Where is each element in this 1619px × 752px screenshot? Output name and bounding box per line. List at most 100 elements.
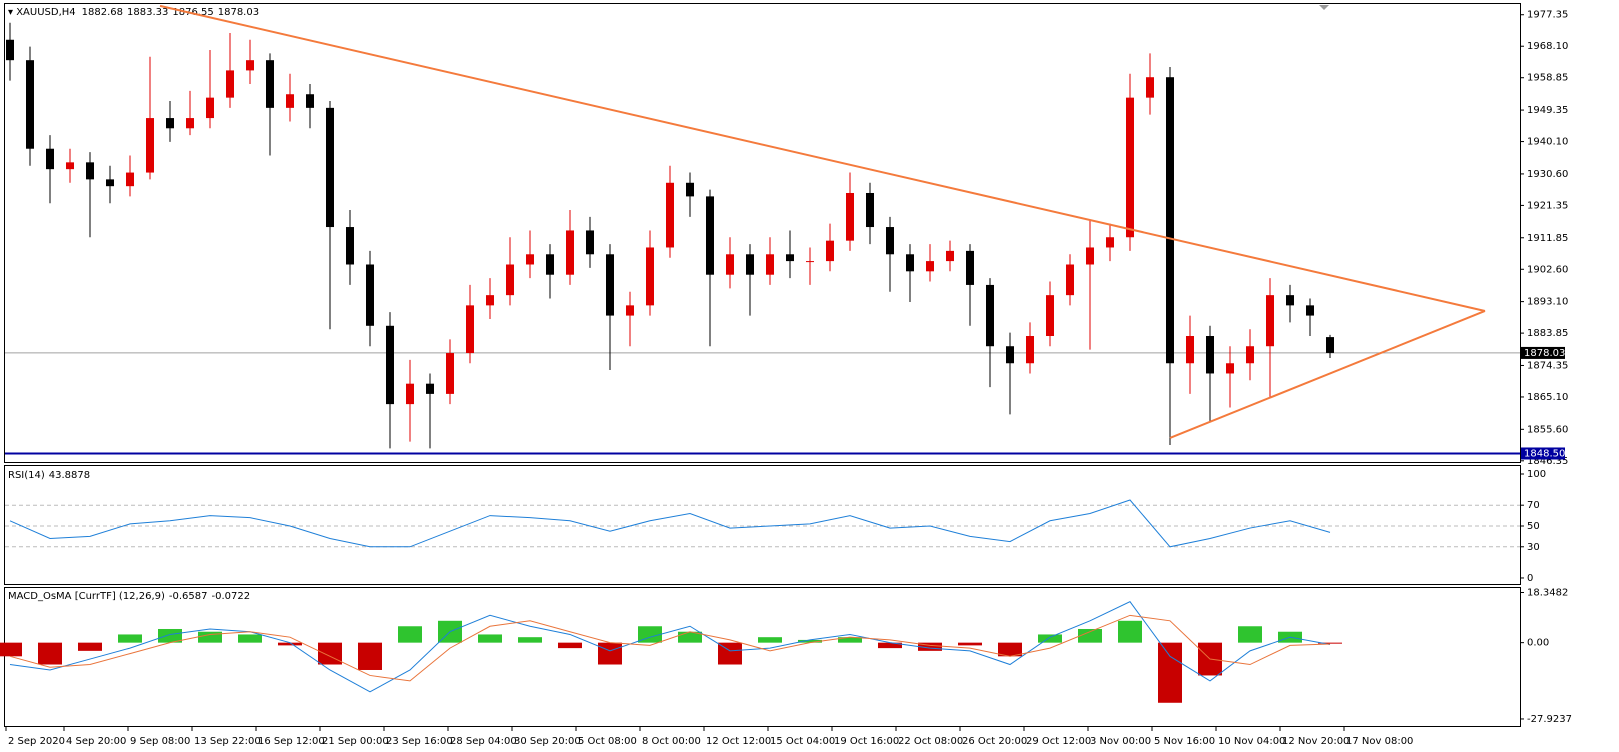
osma-bar (1038, 634, 1062, 643)
x-tick-label: 30 Sep 20:00 (514, 736, 581, 747)
y-tick-label: 1921.35 (1527, 200, 1568, 211)
y-tick-label: 0 (1527, 573, 1533, 584)
candle-body (166, 118, 174, 129)
x-tick-label: 16 Sep 12:00 (258, 736, 325, 747)
candle-body (1226, 363, 1234, 374)
candle-body (1166, 77, 1174, 364)
candle-body (1006, 346, 1014, 364)
x-tick-label: 12 Oct 12:00 (706, 736, 771, 747)
osma-bar (398, 626, 422, 643)
candle-body (426, 383, 434, 394)
candle-body (406, 383, 414, 405)
candle-body (626, 305, 634, 316)
y-tick-label: -27.9237 (1527, 714, 1572, 725)
candle-body (1246, 346, 1254, 364)
candle-body (266, 60, 274, 108)
candle-body (66, 162, 74, 170)
y-tick-label: 1902.60 (1527, 264, 1568, 275)
x-tick-label: 29 Oct 12:00 (1026, 736, 1091, 747)
candle-body (346, 227, 354, 265)
x-tick-label: 26 Oct 20:00 (962, 736, 1027, 747)
osma-bar (38, 642, 62, 665)
trend-line (1169, 310, 1486, 439)
candle-body (126, 172, 134, 187)
osma-bar (918, 642, 942, 651)
candle-body (766, 254, 774, 275)
candle-body (1086, 247, 1094, 265)
candle-body (746, 254, 754, 275)
y-tick-label: 1949.35 (1527, 105, 1568, 116)
candle-body (1026, 336, 1034, 364)
x-tick-label: 21 Sep 00:00 (322, 736, 389, 747)
price-label: 1848.50 (1524, 448, 1565, 459)
osma-bar (0, 642, 22, 657)
osma-bar (638, 626, 662, 643)
osma-bar (598, 642, 622, 665)
y-tick-label: 70 (1527, 500, 1540, 511)
osma-bar (1158, 642, 1182, 703)
osma-bar (1118, 620, 1142, 643)
candle-body (646, 247, 654, 306)
y-tick-label: 18.3482 (1527, 588, 1568, 599)
candle-body (1046, 295, 1054, 337)
candle-body (366, 264, 374, 326)
y-tick-label: 1968.10 (1527, 41, 1568, 52)
price-label: 1878.03 (1524, 348, 1565, 359)
candle-body (326, 107, 334, 228)
candle-body (1106, 237, 1114, 248)
candle-body (926, 261, 934, 272)
candle-body (86, 162, 94, 180)
rsi-title: RSI(14) (8, 470, 45, 481)
x-tick-label: 23 Sep 16:00 (386, 736, 453, 747)
rsi-value: 43.8878 (49, 470, 90, 481)
x-tick-label: 28 Sep 04:00 (450, 736, 517, 747)
candle-body (1326, 337, 1334, 353)
candle-body (1126, 97, 1134, 238)
price-label-box (1521, 447, 1565, 460)
macd-header: MACD_OsMA [CurrTF] (12,26,9) -0.6587 -0.07… (8, 591, 250, 602)
candle-body (546, 254, 554, 275)
candle-body (706, 196, 714, 275)
x-tick-label: 2 Sep 2020 (8, 736, 65, 747)
macd-line (9, 614, 1331, 682)
y-tick-label: 30 (1527, 542, 1540, 553)
osma-bar (78, 642, 102, 651)
candle-body (246, 60, 254, 71)
y-tick-label: 50 (1527, 521, 1540, 532)
candle-body (1186, 336, 1194, 364)
x-tick-label: 5 Oct 08:00 (578, 736, 637, 747)
candle-body (386, 325, 394, 405)
candle-body (846, 192, 854, 241)
osma-bar (1238, 626, 1262, 643)
close: 1878.03 (218, 7, 259, 18)
candle-body (906, 254, 914, 272)
osma-bar (158, 628, 182, 643)
candle-body (6, 39, 14, 61)
candle-body (306, 94, 314, 108)
candle-body (1146, 77, 1154, 98)
open: 1882.68 (82, 7, 123, 18)
menu-arrow: ▾ (8, 7, 16, 18)
osma-bar (1078, 628, 1102, 643)
shift-marker (1319, 5, 1329, 10)
y-tick-label: 1930.60 (1527, 169, 1568, 180)
y-tick-label: 100 (1527, 469, 1546, 480)
candle-body (726, 254, 734, 275)
candle-body (946, 250, 954, 262)
osma-bar (958, 642, 982, 646)
y-tick-label: 1893.10 (1527, 297, 1568, 308)
x-tick-label: 4 Sep 20:00 (66, 736, 126, 747)
candle-body (586, 230, 594, 255)
osma-bar (1318, 642, 1342, 644)
rsi-header: RSI(14) 43.8878 (8, 470, 90, 481)
x-tick-label: 17 Nov 08:00 (1346, 736, 1413, 747)
candle-body (466, 305, 474, 354)
candle-body (506, 264, 514, 296)
candle-body (206, 97, 214, 119)
y-tick-label: 1855.60 (1527, 424, 1568, 435)
candle-body (566, 230, 574, 275)
osma-bar (518, 637, 542, 643)
osma-bar (838, 637, 862, 643)
osma-bar (118, 634, 142, 643)
osma-bar (998, 642, 1022, 657)
